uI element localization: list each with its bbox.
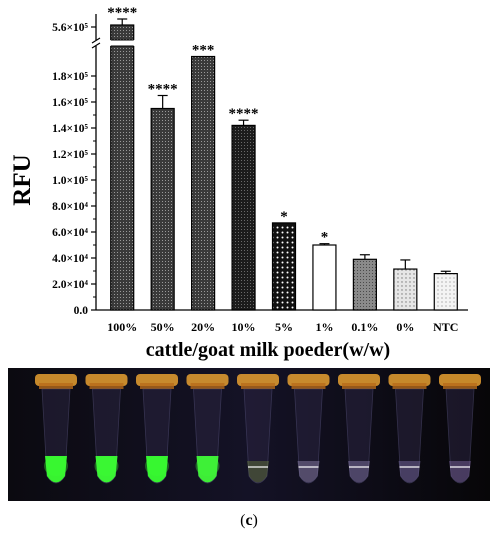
bar-7 <box>393 268 418 311</box>
tube-rim <box>342 383 376 389</box>
y-tick-label: 1.8×10⁵ <box>52 71 88 83</box>
x-tick-label: 0.1% <box>351 320 378 334</box>
bar-4 <box>271 222 297 311</box>
tube-body <box>294 388 323 484</box>
y-tick-label: 4.0×10⁴ <box>52 253 88 265</box>
x-tick-label: 100% <box>107 320 137 334</box>
tube-glow <box>94 456 119 476</box>
x-tick-label: 1% <box>315 320 333 334</box>
axis-break-mark <box>91 37 101 49</box>
bar-2 <box>191 55 216 311</box>
y-tick-label: 1.4×10⁵ <box>52 123 88 135</box>
bar-5 <box>312 244 337 311</box>
chart-bars <box>109 18 458 311</box>
tube-body <box>243 388 273 484</box>
figure-caption: (c) <box>0 512 498 530</box>
significance-label: *** <box>192 43 215 59</box>
bar-1 <box>150 107 175 311</box>
significance-label: * <box>321 230 329 246</box>
x-tick-label: 5% <box>275 320 293 334</box>
tube-body <box>395 388 424 484</box>
y-tick-label: 0.0 <box>74 305 89 317</box>
y-tick-label: 2.0×10⁴ <box>52 279 88 291</box>
caption-close: ) <box>252 512 258 529</box>
tube-body <box>445 388 475 484</box>
bar-break-gap <box>109 40 135 46</box>
significance-label: **** <box>148 82 178 98</box>
caption-letter: c <box>245 512 253 529</box>
tube-rim <box>443 383 477 389</box>
x-tick-label: 0% <box>396 320 414 334</box>
bar-3 <box>231 124 256 311</box>
tube-glow <box>145 456 169 476</box>
y-tick-label: 1.0×10⁵ <box>52 175 88 187</box>
bar-8 <box>433 273 458 311</box>
bar-0 <box>110 24 135 311</box>
y-axis-label: RFU <box>9 154 36 205</box>
significance-label: **** <box>229 106 259 122</box>
y-tick-label: 1.6×10⁵ <box>52 97 88 109</box>
tube-photo <box>8 368 490 501</box>
tube-rim <box>140 383 174 389</box>
tube-fluid <box>146 456 168 483</box>
y-tick-label: 6.0×10⁴ <box>52 227 88 239</box>
tube-rim <box>190 383 225 389</box>
y-tick-label: 8.0×10⁴ <box>52 201 88 213</box>
x-tick-label: 10% <box>232 320 256 334</box>
bar-chart: 0.0 2.0×10⁴ 4.0×10⁴ 6.0×10⁴ 8.0×10⁴ 1.0×10⁵ 1.… <box>9 5 468 361</box>
tube-rim <box>241 383 275 389</box>
bar-6 <box>352 258 377 311</box>
tube-fluid <box>95 456 118 483</box>
chart-labels: 0.0 2.0×10⁴ 4.0×10⁴ 6.0×10⁴ 8.0×10⁴ 1.0×10⁵ 1.… <box>9 5 458 361</box>
y-tick-label-upper: 5.6×10⁵ <box>52 22 88 34</box>
tube-fluid <box>196 456 219 483</box>
tube-rim <box>89 383 124 389</box>
tube-rim <box>39 383 73 389</box>
significance-label: * <box>280 209 288 225</box>
caption-open: ( <box>240 512 246 529</box>
x-tick-label: 20% <box>191 320 215 334</box>
y-tick-label: 1.2×10⁵ <box>52 149 88 161</box>
tube-glow <box>195 456 220 476</box>
x-tick-label: 50% <box>151 320 175 334</box>
significance-label: **** <box>107 5 137 21</box>
tube-glow <box>44 456 68 476</box>
tube-rim <box>291 383 326 389</box>
x-tick-label: NTC <box>433 320 458 334</box>
x-axis-label: cattle/goat milk poeder(w/w) <box>146 339 390 361</box>
tube-fluid <box>45 456 67 483</box>
tube-body <box>344 388 374 484</box>
tube-rim <box>392 383 427 389</box>
